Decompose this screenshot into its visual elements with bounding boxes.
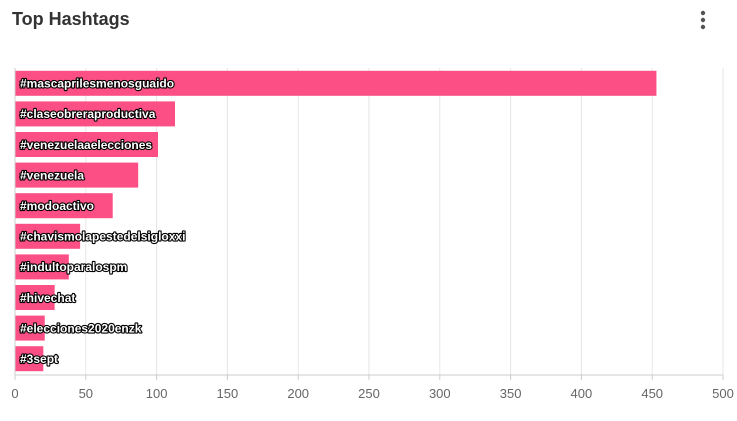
bar[interactable]: [15, 223, 81, 249]
bars: [15, 70, 657, 372]
bar-label: #venezuelaaelecciones: [20, 138, 152, 152]
grid-lines: [85, 68, 724, 375]
x-tick-label: 50: [79, 386, 93, 401]
bar-label: #chavismolapestedelsigloxxi: [20, 230, 185, 244]
bar[interactable]: [15, 193, 113, 219]
x-tick-label: 350: [500, 386, 522, 401]
bar[interactable]: [15, 101, 176, 127]
bar-label: #indultoparalospm: [20, 260, 127, 274]
card-title: Top Hashtags: [12, 9, 130, 29]
x-tick-label: 400: [571, 386, 593, 401]
x-axis: 0 50 100 150 200 250 300 350 400 450 500: [11, 68, 734, 401]
bar[interactable]: [15, 315, 45, 341]
bar-label: #mascaprilesmenosguaido: [20, 77, 174, 91]
x-tick-label: 100: [146, 386, 168, 401]
x-tick-label: 450: [641, 386, 663, 401]
bar-label: #claseobreraproductiva: [20, 107, 156, 121]
bar[interactable]: [15, 285, 55, 310]
more-vertical-icon: [700, 10, 706, 30]
bar[interactable]: [15, 70, 657, 96]
bar[interactable]: [15, 132, 159, 157]
bar-label: #3sept: [20, 352, 58, 366]
x-tick-label: 250: [358, 386, 380, 401]
x-tick-label: 0: [11, 386, 18, 401]
x-tick-label: 150: [217, 386, 239, 401]
x-tick-label: 500: [712, 386, 734, 401]
x-tick-label: 300: [429, 386, 451, 401]
bar-label: #elecciones2020enzk: [20, 321, 142, 335]
more-options-button[interactable]: [692, 6, 714, 34]
bar[interactable]: [15, 254, 69, 280]
bar[interactable]: [15, 346, 44, 372]
bar-label: #venezuela: [20, 168, 84, 182]
x-tick-label: 200: [287, 386, 309, 401]
bar-label: #hivechat: [20, 291, 75, 305]
bar-label: #modoactivo: [20, 199, 94, 213]
bar[interactable]: [15, 162, 139, 188]
bar-labels: #mascaprilesmenosguaido #claseobreraprodu…: [19, 75, 187, 367]
